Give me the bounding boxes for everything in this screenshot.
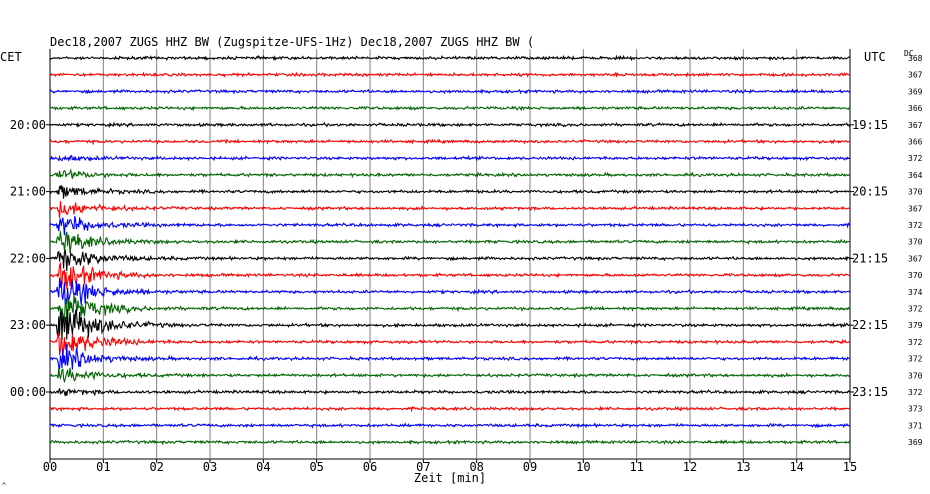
x-tick-label: 00: [43, 460, 57, 474]
dc-offset-value: 370: [908, 271, 923, 280]
dc-offset-value: 370: [908, 238, 923, 247]
trace-line: [49, 344, 851, 370]
x-tick-label: 12: [683, 460, 697, 474]
dc-offset-value: 369: [908, 438, 923, 447]
trace-line: [49, 332, 851, 357]
x-tick-label: 15: [843, 460, 857, 474]
x-tick-label: 11: [629, 460, 643, 474]
right-time-label: 21:15: [852, 251, 888, 265]
dc-offset-value: 371: [908, 421, 923, 430]
trace-line: [49, 277, 851, 306]
left-time-label: 23:00: [10, 318, 46, 332]
chart-title: Dec18,2007 ZUGS HHZ BW (Zugspitze-UFS-1H…: [50, 35, 534, 49]
dc-offset-value: 374: [908, 288, 923, 297]
corner-mark: ^: [2, 482, 6, 490]
trace-line: [49, 249, 851, 271]
left-time-label: 20:00: [10, 118, 46, 132]
dc-offset-value: 372: [908, 221, 923, 230]
x-tick-label: 07: [416, 460, 430, 474]
trace-line: [49, 121, 851, 129]
x-tick-label: 14: [789, 460, 803, 474]
trace-line: [49, 71, 851, 78]
dc-offset-value: 372: [908, 338, 923, 347]
dc-label: DC: [904, 49, 914, 58]
x-tick-label: 10: [576, 460, 590, 474]
right-zone-label: UTC: [864, 50, 886, 64]
trace-line: [49, 154, 851, 162]
dc-offset-value: 370: [908, 188, 923, 197]
x-tick-label: 01: [96, 460, 110, 474]
trace-line: [49, 168, 851, 179]
trace-line: [49, 405, 851, 413]
right-time-label: 23:15: [852, 385, 888, 399]
dc-offset-value: 367: [908, 204, 923, 213]
right-time-label: 19:15: [852, 118, 888, 132]
dc-offset-value: 379: [908, 321, 923, 330]
right-time-label: 22:15: [852, 318, 888, 332]
trace-line: [49, 216, 851, 236]
trace-line: [49, 388, 851, 397]
trace-line: [49, 439, 851, 446]
x-tick-label: 09: [523, 460, 537, 474]
dc-offset-value: 370: [908, 371, 923, 380]
right-time-label: 20:15: [852, 185, 888, 199]
dc-offset-value: 372: [908, 305, 923, 314]
label-layer: 00 01 02 03 04 05 06 07 08 09 10 11 12 13 14 15 20:00 21:…: [10, 54, 923, 474]
dc-offset-value: 367: [908, 71, 923, 80]
x-axis-label: Zeit [min]: [414, 471, 486, 485]
trace-line: [49, 307, 851, 340]
dc-offset-value: 372: [908, 355, 923, 364]
trace-line: [49, 294, 851, 322]
dc-offset-value: 366: [908, 138, 923, 147]
dc-offset-value: 372: [908, 388, 923, 397]
trace-layer: [49, 54, 851, 446]
dc-offset-value: 372: [908, 154, 923, 163]
dc-offset-value: 367: [908, 254, 923, 263]
left-time-label: 21:00: [10, 185, 46, 199]
trace-line: [49, 105, 851, 112]
left-zone-label: CET: [0, 50, 22, 64]
dc-offset-value: 367: [908, 121, 923, 130]
trace-line: [49, 261, 851, 290]
trace-line: [49, 54, 851, 62]
x-tick-label: 02: [149, 460, 163, 474]
trace-line: [49, 367, 851, 384]
dc-offset-value: 368: [908, 54, 923, 63]
dc-offset-value: 369: [908, 87, 923, 96]
x-tick-label: 13: [736, 460, 750, 474]
x-tick-label: 06: [363, 460, 377, 474]
x-tick-label: 08: [469, 460, 483, 474]
trace-line: [49, 185, 851, 199]
trace-line: [49, 231, 851, 254]
x-tick-label: 05: [309, 460, 323, 474]
trace-line: [49, 88, 851, 95]
dc-offset-value: 364: [908, 171, 923, 180]
x-tick-label: 04: [256, 460, 270, 474]
x-tick-label: 03: [203, 460, 217, 474]
trace-line: [49, 422, 851, 429]
dc-offset-value: 366: [908, 104, 923, 113]
dc-offset-value: 373: [908, 405, 923, 414]
trace-line: [49, 201, 851, 219]
left-time-label: 00:00: [10, 385, 46, 399]
trace-line: [49, 138, 851, 146]
left-time-label: 22:00: [10, 251, 46, 265]
